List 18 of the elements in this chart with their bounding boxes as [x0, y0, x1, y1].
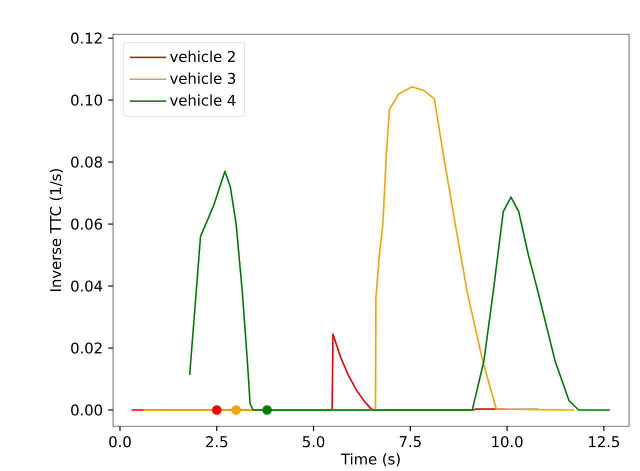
x-axis-title: Time (s) [340, 453, 400, 466]
legend-label: vehicle 4 [170, 94, 236, 106]
x-tick-label: 12.5 [589, 436, 620, 448]
x-tick-label: 0.0 [109, 436, 131, 448]
x-tick-label: 5.0 [302, 436, 324, 448]
x-tick-label: 7.5 [400, 436, 421, 448]
y-tick-label: 0.12 [71, 32, 102, 44]
y-tick-label: 0.06 [71, 218, 102, 230]
y-tick-label: 0.02 [71, 342, 102, 354]
legend-label: vehicle 3 [170, 72, 236, 84]
y-tick-label: 0.10 [71, 94, 102, 106]
y-tick-label: 0.00 [71, 404, 102, 416]
x-tick-label: 10.0 [492, 436, 523, 448]
legend-label: vehicle 2 [170, 50, 235, 62]
y-tick-label: 0.04 [71, 280, 102, 292]
y-axis-title: Inverse TTC (1/s) [50, 169, 63, 291]
x-tick-label: 2.5 [206, 436, 228, 448]
y-tick-label: 0.08 [71, 156, 102, 168]
